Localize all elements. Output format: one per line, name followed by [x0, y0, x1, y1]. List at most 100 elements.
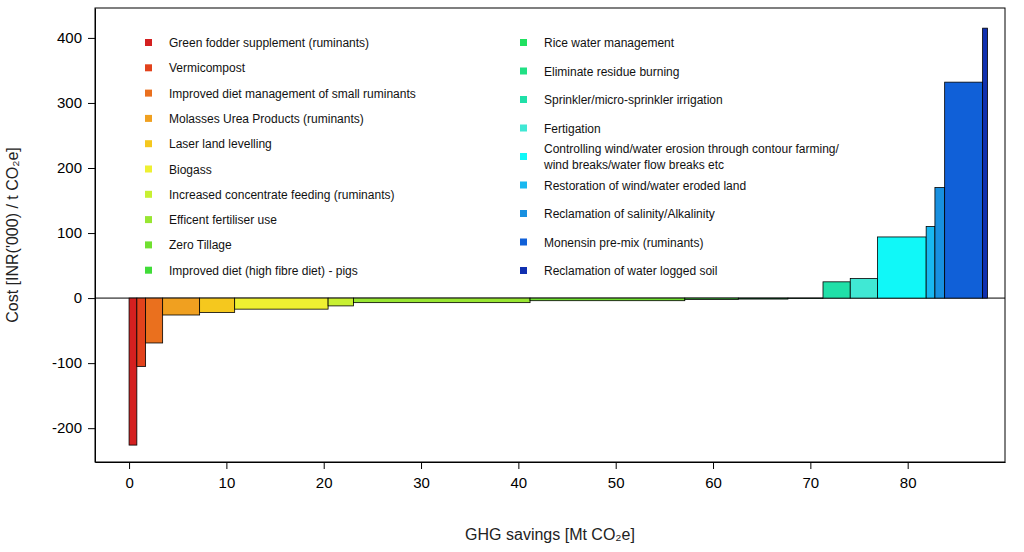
x-tick-mark — [713, 462, 714, 469]
legend-item: Molasses Urea Products (ruminants) — [145, 112, 364, 126]
y-tick-mark — [88, 298, 95, 299]
legend-label: Biogass — [169, 163, 212, 177]
legend-label-line: Fertigation — [544, 122, 601, 136]
legend-item: Fertigation — [520, 122, 601, 136]
legend-swatch — [520, 96, 527, 103]
legend-label-line: Restoration of wind/water eroded land — [544, 179, 746, 193]
bar — [353, 298, 530, 303]
legend-swatch — [520, 68, 527, 75]
x-tick: 20 — [316, 462, 333, 491]
y-tick-mark — [88, 38, 95, 39]
legend-label: Efficent fertiliser use — [169, 213, 277, 227]
x-tick-mark — [324, 462, 325, 469]
legend-item: Efficent fertiliser use — [145, 213, 277, 227]
legend-label-line: Reclamation of water logged soil — [544, 264, 717, 278]
y-axis-title: Cost [INR('000) / t CO₂e] — [4, 147, 21, 323]
legend-swatch — [145, 90, 152, 97]
legend-label-line: Improved diet (high fibre diet) - pigs — [169, 264, 358, 278]
x-tick-mark — [226, 462, 227, 469]
legend-label-line: wind breaks/water flow breaks etc — [543, 158, 724, 172]
plot-area — [95, 28, 1005, 445]
legend-label: Vermicompost — [169, 61, 246, 75]
legend-item: Increased concentrate feeding (ruminants… — [145, 188, 394, 202]
legend-label: Sprinkler/micro-sprinkler irrigation — [544, 93, 723, 107]
x-tick-label: 10 — [219, 474, 236, 491]
x-tick-label: 60 — [705, 474, 722, 491]
x-tick-mark — [908, 462, 909, 469]
bar — [685, 298, 739, 299]
plot-frame — [95, 8, 1005, 462]
legend-label: Zero Tillage — [169, 238, 232, 252]
x-tick-label: 50 — [608, 474, 625, 491]
legend-item: Rice water management — [520, 36, 675, 50]
legend-item: Monensin pre-mix (ruminants) — [520, 236, 703, 250]
legend-label: Improved diet (high fibre diet) - pigs — [169, 264, 358, 278]
y-tick: -100 — [52, 354, 95, 371]
chart: 01020304050607080-200-1000100200300400GH… — [0, 0, 1024, 552]
legend-item: Zero Tillage — [145, 238, 232, 252]
x-tick-mark — [810, 462, 811, 469]
y-tick: 100 — [57, 224, 95, 241]
y-tick-label: 300 — [57, 94, 82, 111]
legend-label-line: Controlling wind/water erosion through c… — [544, 142, 839, 156]
legend-label: Restoration of wind/water eroded land — [544, 179, 746, 193]
bar — [146, 298, 163, 343]
bar — [878, 237, 927, 298]
legend-swatch — [145, 191, 152, 198]
x-tick-mark — [421, 462, 422, 469]
bar — [328, 298, 353, 306]
legend-item: Green fodder supplement (ruminants) — [145, 36, 369, 50]
bar — [926, 227, 935, 299]
y-tick-mark — [88, 168, 95, 169]
bar — [935, 188, 945, 299]
x-tick-label: 40 — [511, 474, 528, 491]
x-tick-label: 30 — [413, 474, 430, 491]
x-tick: 50 — [608, 462, 625, 491]
legend-swatch — [145, 64, 152, 71]
x-tick-label: 0 — [125, 474, 133, 491]
legend-label-line: Biogass — [169, 163, 212, 177]
legend-swatch — [145, 267, 152, 274]
legend-swatch — [520, 267, 527, 274]
bar — [163, 298, 200, 315]
x-tick-mark — [616, 462, 617, 469]
y-axis: -200-1000100200300400 — [52, 9, 96, 463]
legend-item: Restoration of wind/water eroded land — [520, 179, 746, 193]
legend-label-line: Vermicompost — [169, 61, 246, 75]
y-tick: 400 — [57, 29, 95, 46]
legend-swatch — [520, 182, 527, 189]
x-tick: 40 — [511, 462, 528, 491]
bar — [738, 298, 788, 300]
bar — [850, 279, 877, 299]
y-tick-label: -200 — [52, 419, 82, 436]
legend-swatch — [520, 210, 527, 217]
legend-item: Eliminate residue burning — [520, 65, 679, 79]
legend-item: Reclamation of salinity/Alkalinity — [520, 207, 715, 221]
legend-swatch — [145, 140, 152, 147]
legend-label-line: Improved diet management of small rumina… — [169, 87, 416, 101]
bar — [788, 298, 823, 299]
legend-item: Controlling wind/water erosion through c… — [520, 142, 839, 172]
legend-label-line: Sprinkler/micro-sprinkler irrigation — [544, 93, 723, 107]
bar — [200, 298, 235, 312]
legend-label-line: Eliminate residue burning — [544, 65, 679, 79]
legend-label-line: Molasses Urea Products (ruminants) — [169, 112, 364, 126]
legend-label: Improved diet management of small rumina… — [169, 87, 416, 101]
x-tick-mark — [129, 462, 130, 469]
legend-label: Green fodder supplement (ruminants) — [169, 36, 369, 50]
y-tick-mark — [88, 363, 95, 364]
legend-swatch — [145, 166, 152, 173]
y-axis-line — [95, 9, 96, 463]
legend-label-line: Reclamation of salinity/Alkalinity — [544, 207, 715, 221]
y-tick-label: 100 — [57, 224, 82, 241]
x-axis: 01020304050607080 — [96, 462, 1006, 491]
y-tick: 300 — [57, 94, 95, 111]
x-tick-label: 20 — [316, 474, 333, 491]
y-tick: -200 — [52, 419, 95, 436]
legend-label: Reclamation of salinity/Alkalinity — [544, 207, 715, 221]
legend-swatch — [145, 115, 152, 122]
bar — [983, 28, 988, 298]
legend-swatch — [520, 39, 527, 46]
legend-label-line: Rice water management — [544, 36, 675, 50]
legend-label: Increased concentrate feeding (ruminants… — [169, 188, 394, 202]
